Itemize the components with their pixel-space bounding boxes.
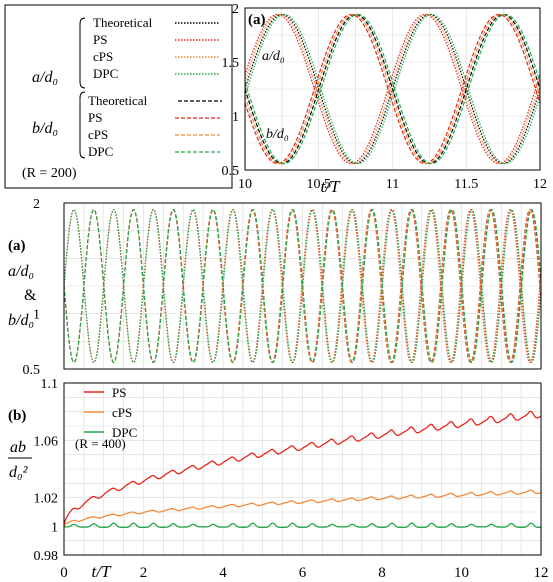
inset-xtick-label: 10 [238,177,252,192]
inset-ytick-label: 2 [232,2,239,17]
main-b-legend-label-dpc: DPC [112,425,137,440]
main-b-series-cps [63,489,542,527]
legend-a-ps: PS [93,32,107,47]
main-a-series-b-dpc [63,209,542,363]
legend-note: (R = 200) [22,166,77,181]
inset-chart: 10 10.5 11 11.5 120.511.52t/T(a)a/d₀b/d₀ [222,2,548,196]
inset-ytick-label: 0.5 [222,164,240,179]
legend-b-ps: PS [88,110,102,125]
main-b-ylabel-den: d₀² [9,464,29,481]
main-a-ylabel-a: a/d₀ [8,263,34,280]
main-b-ytick-label: 1 [51,520,58,535]
main-a-ytick-label: 0.5 [23,363,41,378]
main-b-ytick-label: 1.06 [34,434,59,449]
main-b-series-ps [63,410,542,527]
main-b-legend-label-ps: PS [112,385,126,400]
main-b-frame [63,382,542,556]
inset-curve-label-b: b/d₀ [266,127,289,142]
main-chart-a: 0.5 1 2 (a) a/d₀ & b/d₀ [8,197,542,378]
legend-brace-a [79,17,86,89]
inset-xlabel: t/T [321,177,341,196]
inset-ytick-label: 1 [232,110,239,125]
inset-series-b-dpc [244,13,541,165]
inset-ytick-label: 1.5 [222,56,240,71]
main-b-panel-label: (b) [8,408,26,424]
legend-b-dpc: DPC [88,144,113,159]
main-a-ylabel-amp: & [24,287,37,304]
legend-group-b-label: b/d₀ [32,120,58,137]
main-b-xtick-label: 6 [299,565,307,581]
inset-series-b-ps [244,13,541,165]
legend-a-dpc: DPC [93,66,118,81]
inset-xtick-label: 11 [386,177,399,192]
main-chart-b: 0.98 1 1.02 1.06 1.1 0 2 4 6 8 10 12 t/T (b) ab d₀² PS cP… [8,377,549,581]
main-b-xtick-label: 0 [60,565,68,581]
inset-curve-label-a: a/d₀ [262,49,285,64]
legend-brace-b [79,91,86,159]
main-a-ytick-label: 1 [33,308,40,323]
inset-series-b-theoretical [244,13,541,165]
main-b-xtick-label: 2 [140,565,148,581]
legend-a-theoretical: Theoretical [93,15,153,30]
main-b-ytick-label: 1.1 [41,377,59,392]
legend-a-cps: cPS [93,49,113,64]
main-a-ytick-label: 2 [33,197,40,212]
inset-frame [244,7,541,171]
main-b-ytick-label: 1.02 [34,492,59,507]
main-b-xtick-label: 12 [534,565,549,581]
main-b-ytick-label: 0.98 [34,549,59,564]
main-b-legend-label-cps: cPS [112,405,132,420]
legend-b-theoretical: Theoretical [88,93,148,108]
legend-b-cps: cPS [88,127,108,142]
main-a-frame [63,202,542,370]
main-b-xtick-label: 10 [454,565,469,581]
inset-xtick-label: 11.5 [454,177,478,192]
main-a-ylabel-b: b/d₀ [8,312,34,329]
inset-xtick-label: 10.5 [307,177,332,192]
legend-box: a/d₀ Theoretical PS cPS DPC b/d₀ Theoret… [4,4,233,189]
legend-frame [4,4,233,189]
legend-group-a-label: a/d₀ [32,69,58,86]
main-b-xtick-label: 8 [378,565,386,581]
inset-series-b-cps [244,13,541,165]
main-b-note: (R = 400) [75,436,126,451]
main-b-ylabel-num: ab [10,439,26,456]
inset-series-a-ps [244,13,541,165]
main-a-panel-label: (a) [8,238,26,254]
main-b-xtick-label: 4 [219,565,227,581]
main-b-series-dpc [63,522,541,529]
main-b-xlabel: t/T [92,562,112,581]
inset-panel-label: (a) [248,12,266,28]
inset-xtick-label: 12 [533,177,547,192]
